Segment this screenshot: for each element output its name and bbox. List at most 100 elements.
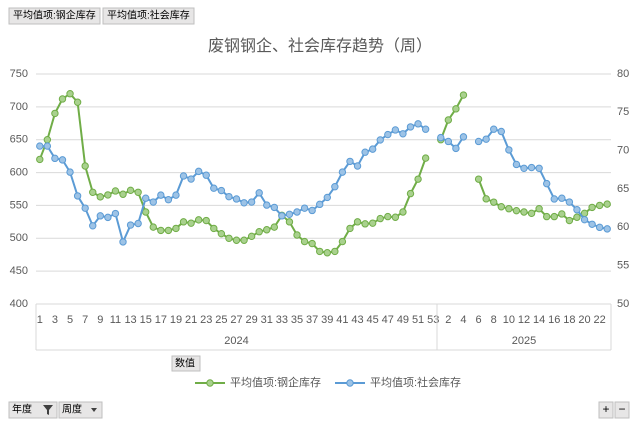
data-point: [323, 249, 331, 257]
legend-label: 平均值项:社会库存: [370, 375, 461, 389]
data-point: [187, 175, 195, 183]
x-tick-label: 19: [170, 314, 182, 326]
zoom-button-label[interactable]: −: [618, 402, 625, 416]
data-point: [73, 98, 82, 106]
x-tick-label: 39: [321, 314, 333, 326]
data-point: [512, 206, 521, 215]
data-point: [104, 191, 112, 199]
data-point: [527, 209, 536, 218]
x-tick-label: 21: [185, 314, 197, 326]
data-point: [368, 219, 377, 227]
x-group-label: 2025: [512, 335, 536, 347]
data-point: [247, 198, 256, 206]
y2-tick-label: 80: [617, 68, 629, 80]
series-line: [440, 136, 465, 150]
data-point: [111, 209, 120, 218]
data-point: [316, 247, 324, 256]
data-point: [300, 204, 309, 212]
data-point: [293, 208, 301, 216]
data-point: [414, 175, 422, 183]
data-point: [361, 148, 369, 156]
y2-tick-label: 65: [617, 183, 629, 195]
legend-marker: [206, 379, 214, 387]
data-point: [346, 224, 354, 233]
data-point: [361, 220, 369, 228]
series-line: [439, 94, 465, 141]
data-point: [391, 213, 400, 221]
data-point: [308, 206, 316, 215]
field-button-label[interactable]: 平均值项:社会库存: [107, 9, 190, 22]
y-tick-label: 550: [10, 199, 28, 211]
data-point: [338, 237, 347, 246]
filter-button-label[interactable]: 年度: [12, 403, 32, 416]
data-point: [482, 195, 490, 203]
values-button[interactable]: [171, 355, 201, 372]
data-point: [126, 221, 135, 229]
data-point: [558, 194, 566, 202]
dropdown-icon[interactable]: [91, 408, 97, 412]
field-button[interactable]: [102, 7, 195, 25]
data-point: [376, 136, 384, 144]
data-point: [157, 226, 165, 235]
data-point: [293, 231, 301, 239]
data-point: [490, 125, 498, 133]
data-point: [164, 196, 173, 204]
data-point: [194, 167, 203, 176]
data-point: [172, 224, 180, 233]
filter-icon[interactable]: [43, 405, 53, 415]
data-point: [179, 172, 188, 180]
data-point: [217, 186, 226, 195]
x-tick-label: 3: [52, 314, 58, 326]
data-point: [43, 142, 52, 150]
zoom-button-label[interactable]: +: [602, 402, 609, 416]
data-point: [164, 226, 173, 235]
data-point: [399, 130, 407, 138]
data-point: [573, 206, 581, 214]
data-point: [149, 223, 157, 231]
x-tick-label: 9: [97, 314, 103, 326]
y-tick-label: 400: [10, 298, 28, 310]
x-tick-label: 16: [548, 314, 560, 326]
data-point: [406, 123, 415, 131]
data-point: [406, 189, 415, 198]
x-tick-label: 5: [67, 314, 73, 326]
data-point: [300, 237, 309, 246]
values-button-label[interactable]: 数值: [175, 357, 195, 370]
data-point: [240, 236, 248, 244]
data-point: [285, 218, 294, 226]
data-point: [535, 164, 543, 173]
zoom-button[interactable]: [614, 401, 630, 419]
filter-button-label[interactable]: 周度: [62, 403, 82, 416]
data-point: [444, 137, 453, 146]
x-tick-label: 11: [110, 314, 121, 326]
filter-button[interactable]: [58, 401, 103, 419]
y-tick-label: 500: [10, 232, 28, 244]
data-point: [202, 171, 210, 179]
x-tick-label: 25: [215, 314, 227, 326]
x-tick-label: 10: [503, 314, 515, 326]
data-point: [482, 135, 490, 143]
data-point: [66, 90, 74, 98]
data-point: [179, 218, 188, 226]
data-point: [421, 154, 430, 162]
y-tick-label: 650: [10, 134, 28, 146]
x-tick-label: 4: [460, 314, 466, 326]
chart-title: 废钢钢企、社会库存趋势（周）: [208, 37, 432, 55]
data-point: [142, 208, 150, 216]
data-point: [119, 190, 127, 198]
data-point: [505, 205, 513, 213]
x-tick-label: 33: [276, 314, 288, 326]
y2-tick-label: 60: [617, 221, 629, 233]
data-point: [565, 198, 574, 206]
field-button-label[interactable]: 平均值项:钢企库存: [13, 9, 96, 22]
field-button[interactable]: [8, 7, 101, 25]
data-point: [527, 163, 536, 172]
data-point: [421, 125, 430, 133]
zoom-button[interactable]: [598, 401, 614, 419]
data-point: [452, 144, 460, 153]
data-point: [437, 133, 445, 142]
x-tick-label: 17: [155, 314, 167, 326]
data-point: [172, 191, 180, 199]
data-point: [474, 137, 483, 146]
data-point: [278, 212, 286, 220]
